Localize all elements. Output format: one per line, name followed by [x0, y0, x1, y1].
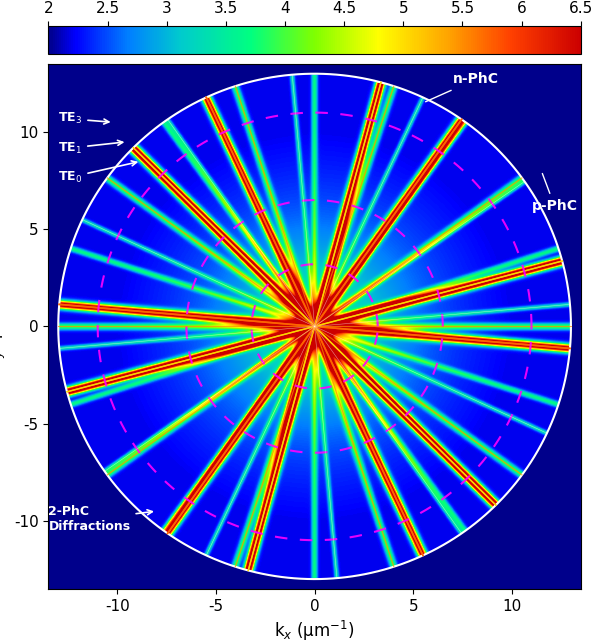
Text: TE$_3$: TE$_3$	[58, 111, 109, 127]
Text: 2-PhC
Diffractions: 2-PhC Diffractions	[48, 506, 152, 534]
Text: n-PhC: n-PhC	[425, 72, 499, 102]
Text: p-PhC: p-PhC	[532, 173, 578, 212]
Text: TE$_0$: TE$_0$	[58, 161, 137, 185]
X-axis label: k$_x$ (μm$^{-1}$): k$_x$ (μm$^{-1}$)	[274, 619, 355, 640]
Text: TE$_1$: TE$_1$	[58, 140, 123, 156]
Y-axis label: k$_y$ (μm$^{-1}$): k$_y$ (μm$^{-1}$)	[0, 286, 8, 367]
